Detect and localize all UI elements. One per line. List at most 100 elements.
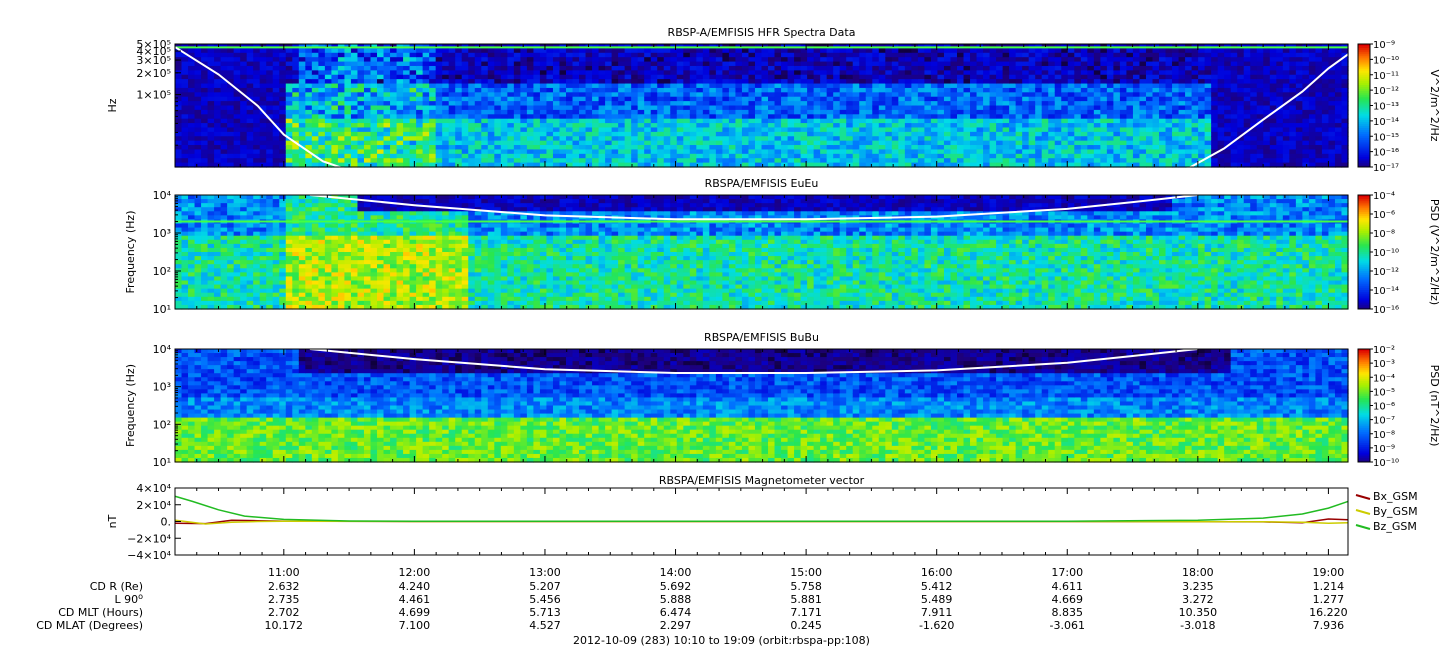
spectrogram-cell [1165, 114, 1173, 120]
spectrogram-cell [546, 70, 554, 76]
spectrogram-cell [904, 127, 912, 133]
spectrogram-cell [350, 118, 359, 124]
spectrogram-cell [305, 87, 313, 93]
spectrogram-cell [494, 83, 502, 89]
spectrogram-cell [403, 109, 411, 115]
spectrogram-cell [676, 149, 684, 155]
spectrogram-cell [461, 48, 469, 54]
spectrogram-cell [1289, 101, 1297, 107]
spectrogram-cell [363, 87, 372, 93]
spectrogram-cell [396, 109, 404, 115]
spectrogram-cell [500, 61, 508, 67]
spectrogram-cell [631, 158, 639, 164]
spectrogram-cell [1321, 145, 1330, 151]
spectrogram-cell [500, 96, 508, 102]
spectrogram-cell [794, 145, 802, 151]
spectrogram-cell [539, 65, 548, 71]
spectrogram-cell [963, 52, 971, 58]
spectrogram-cell [917, 149, 926, 155]
spectrogram-cell [552, 162, 561, 168]
spectrogram-cell [298, 162, 306, 168]
spectrogram-cell [383, 65, 391, 71]
spectrogram-cell [357, 87, 365, 93]
spectrogram-cell [1048, 131, 1056, 137]
spectrogram-cell [924, 96, 932, 102]
spectrogram-cell [1009, 127, 1017, 133]
spectrogram-cell [1165, 48, 1173, 54]
spectrogram-cell [403, 127, 411, 133]
spectrogram-cell [709, 74, 717, 80]
spectrogram-cell [552, 48, 561, 54]
spectrogram-cell [220, 123, 228, 129]
spectrogram-cell [357, 127, 365, 133]
spectrogram-cell [435, 101, 443, 107]
spectrogram-cell [696, 162, 704, 168]
spectrogram-cell [533, 114, 541, 120]
spectrogram-cell [1256, 61, 1264, 67]
spectrogram-cell [429, 131, 437, 137]
spectrogram-cell [754, 61, 763, 67]
spectrogram-cell [566, 145, 574, 151]
spectrogram-cell [813, 65, 821, 71]
spectrogram-cell [1269, 123, 1277, 129]
spectrogram-cell [559, 61, 567, 67]
spectrogram-cell [311, 92, 319, 98]
spectrogram-cell [839, 127, 847, 133]
spectrogram-cell [240, 162, 248, 168]
spectrogram-cell [1159, 127, 1167, 133]
spectrogram-cell [188, 158, 196, 164]
spectrogram-cell [657, 96, 665, 102]
spectrogram-cell [552, 145, 561, 151]
spectrogram-cell [983, 153, 991, 159]
spectrogram-cell [1106, 109, 1114, 115]
spectrogram-cell [350, 79, 359, 85]
spectrogram-cell [409, 149, 417, 155]
spectrogram-cell [1139, 136, 1147, 142]
spectrogram-cell [1191, 74, 1199, 80]
spectrogram-cell [943, 123, 952, 129]
spectrogram-cell [1002, 101, 1010, 107]
spectrogram-cell [911, 74, 919, 80]
spectrogram-cell [214, 65, 222, 71]
spectrogram-cell [709, 48, 717, 54]
spectrogram-cell [1191, 61, 1199, 67]
spectrogram-cell [461, 140, 469, 146]
spectrogram-cell [592, 109, 600, 115]
spectrogram-cell [337, 109, 346, 115]
spectrogram-cell [989, 145, 997, 151]
spectrogram-cell [520, 74, 528, 80]
spectrogram-cell [631, 65, 639, 71]
spectrogram-cell [546, 149, 554, 155]
spectrogram-cell [253, 70, 261, 76]
spectrogram-cell [598, 52, 606, 58]
spectrogram-cell [728, 149, 737, 155]
spectrogram-cell [859, 83, 867, 89]
spectrogram-cell [741, 158, 750, 164]
spectrogram-cell [494, 114, 502, 120]
spectrogram-cell [957, 140, 965, 146]
spectrogram-cell [996, 109, 1004, 115]
spectrogram-cell [754, 149, 763, 155]
spectrogram-cell [807, 127, 815, 133]
spectrogram-cell [989, 109, 997, 115]
spectrogram-cell [1002, 136, 1010, 142]
spectrogram-cell [715, 109, 723, 115]
spectrogram-cell [461, 149, 469, 155]
spectrogram-cell [507, 136, 515, 142]
spectrogram-cell [240, 140, 248, 146]
spectrogram-cell [963, 118, 971, 124]
spectrogram-cell [513, 131, 521, 137]
spectrogram-cell [272, 61, 280, 67]
spectrogram-cell [181, 149, 189, 155]
spectrogram-cell [885, 92, 893, 98]
spectrogram-cell [735, 109, 743, 115]
spectrogram-cell [552, 74, 561, 80]
spectrogram-cell [970, 48, 978, 54]
spectrogram-cell [396, 153, 404, 159]
spectrogram-cell [416, 149, 424, 155]
spectrogram-cell [513, 118, 521, 124]
spectrogram-cell [396, 87, 404, 93]
spectrogram-cell [1145, 87, 1154, 93]
spectrogram-cell [442, 131, 450, 137]
spectrogram-cell [1035, 162, 1043, 168]
